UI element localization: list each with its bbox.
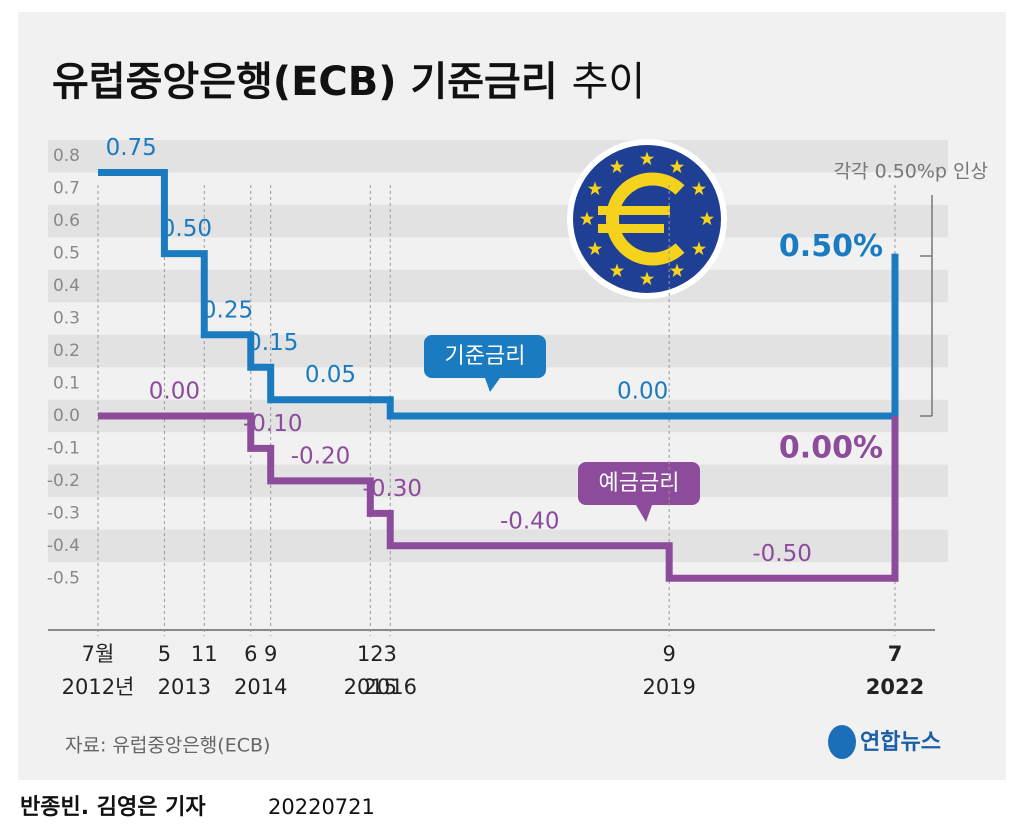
star bbox=[609, 159, 625, 174]
source: 자료: 유럽중앙은행(ECB) bbox=[65, 735, 270, 757]
y-tick-label: -0.4 bbox=[47, 536, 80, 556]
y-tick-label: 0.4 bbox=[53, 276, 80, 296]
star bbox=[669, 263, 685, 277]
legend-label: 기준금리 bbox=[445, 344, 526, 369]
star bbox=[669, 159, 685, 174]
value-label: 0.00 bbox=[617, 378, 668, 404]
step-line bbox=[98, 412, 899, 582]
logo-icon bbox=[828, 725, 856, 759]
series-callout: 예금금리 bbox=[578, 462, 700, 522]
annotation: 각각 0.50%p 인상 bbox=[834, 161, 988, 183]
x-tick-label: 6 bbox=[244, 642, 257, 666]
x-tick-label: 7월 bbox=[82, 642, 115, 666]
step-line bbox=[98, 168, 899, 420]
value-label: -0.40 bbox=[500, 508, 560, 534]
y-tick-label: -0.5 bbox=[47, 568, 80, 588]
star bbox=[691, 181, 707, 196]
title-light: 추이 bbox=[572, 59, 646, 105]
chart-title: 유럽중앙은행(ECB) 기준금리 추이 bbox=[52, 59, 645, 105]
star bbox=[639, 151, 655, 166]
x-year-label: 2013 bbox=[158, 675, 211, 699]
value-label: -0.10 bbox=[243, 411, 303, 437]
euro-emblem bbox=[567, 139, 727, 299]
x-tick-label: 12 bbox=[357, 642, 384, 666]
x-year-label: 2015 bbox=[344, 675, 397, 699]
y-tick-label: -0.1 bbox=[47, 438, 80, 458]
x-year-label: 2019 bbox=[642, 675, 695, 699]
y-tick-label: 0.2 bbox=[53, 341, 80, 361]
euro-sign bbox=[605, 172, 685, 266]
y-tick-label: -0.2 bbox=[47, 471, 80, 491]
grid-band bbox=[48, 140, 948, 173]
y-tick-label: 0.0 bbox=[53, 406, 80, 426]
x-year-label: 2014 bbox=[234, 675, 287, 699]
y-tick-label: 0.8 bbox=[53, 146, 80, 166]
x-tick-label: 7 bbox=[888, 642, 903, 666]
grid-band bbox=[48, 204, 948, 238]
star bbox=[699, 211, 715, 226]
x-year-label: 2016 bbox=[364, 675, 417, 699]
euro-bar bbox=[598, 206, 670, 215]
emblem-disc bbox=[573, 145, 721, 293]
value-label: -0.20 bbox=[291, 443, 351, 469]
x-year-label: 2012년 bbox=[62, 675, 135, 699]
x-tick-label: 3 bbox=[384, 642, 397, 666]
callout-box bbox=[424, 335, 546, 392]
grid-band bbox=[48, 464, 948, 498]
callout-box bbox=[578, 462, 700, 522]
logo: 연합뉴스 bbox=[828, 725, 941, 759]
value-label: 0.25 bbox=[202, 297, 253, 323]
x-tick-label: 9 bbox=[662, 642, 675, 666]
value-label: 0.75 bbox=[106, 135, 157, 161]
value-label: 0.05 bbox=[305, 362, 356, 388]
title-bold: 유럽중앙은행(ECB) 기준금리 bbox=[52, 59, 558, 105]
star bbox=[691, 241, 707, 256]
value-label: 0.50 bbox=[161, 216, 212, 242]
value-label: 0.15 bbox=[247, 330, 298, 356]
x-tick-label: 9 bbox=[264, 642, 277, 666]
x-tick-label: 5 bbox=[158, 642, 171, 666]
star bbox=[579, 211, 595, 226]
legend-label: 예금금리 bbox=[599, 471, 680, 496]
grid-band bbox=[48, 269, 948, 303]
annotation-bracket bbox=[920, 195, 933, 417]
star bbox=[609, 263, 625, 277]
end-value-label: 0.00% bbox=[779, 430, 883, 465]
value-label: -0.30 bbox=[363, 476, 423, 502]
value-label: 0.00 bbox=[149, 378, 200, 404]
value-label: -0.50 bbox=[752, 541, 812, 567]
emblem-stars bbox=[579, 151, 715, 286]
x-year-label: 2022 bbox=[866, 675, 924, 699]
y-tick-label: 0.3 bbox=[53, 309, 80, 329]
star bbox=[587, 241, 603, 256]
y-tick-label: 0.7 bbox=[53, 179, 80, 199]
byline: 반종빈. 김영은 기자 bbox=[20, 795, 206, 820]
euro-bar bbox=[598, 224, 664, 233]
x-tick-label: 11 bbox=[191, 642, 218, 666]
series-callout: 기준금리 bbox=[424, 335, 546, 392]
star bbox=[639, 271, 655, 286]
logo-text: 연합뉴스 bbox=[860, 729, 941, 755]
y-tick-label: 0.6 bbox=[53, 211, 80, 231]
y-tick-label: -0.3 bbox=[47, 503, 80, 523]
y-tick-label: 0.5 bbox=[53, 244, 80, 264]
y-tick-label: 0.1 bbox=[53, 373, 80, 393]
end-value-label: 0.50% bbox=[779, 229, 883, 264]
date: 20220721 bbox=[268, 795, 375, 819]
star bbox=[587, 181, 603, 196]
